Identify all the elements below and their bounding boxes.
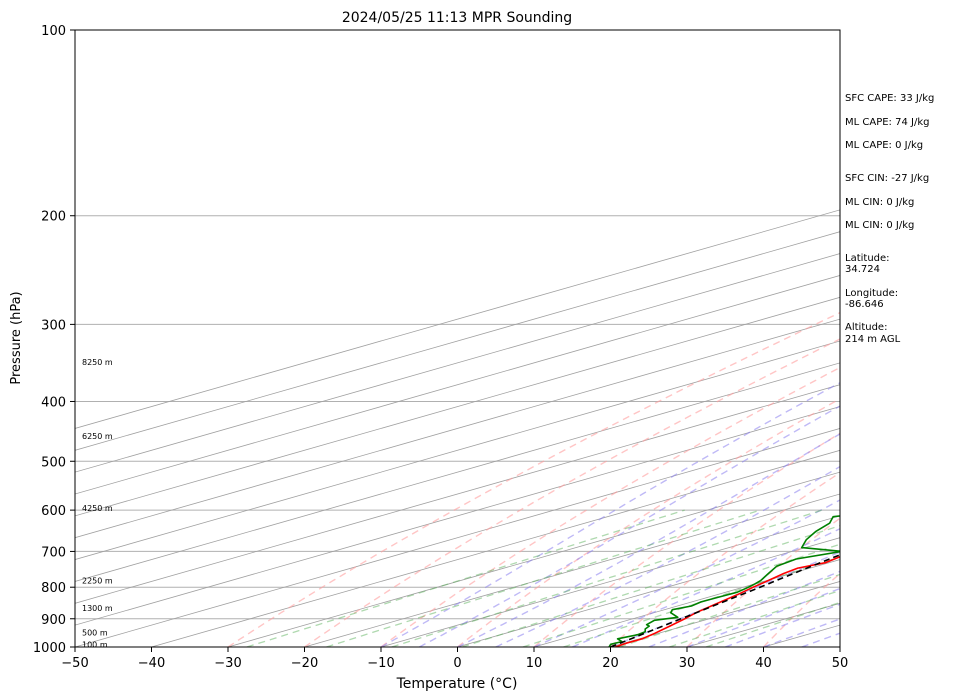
dry-adiabat: [457, 397, 840, 647]
y-tick-label: 900: [41, 613, 66, 628]
dry-adiabat: [227, 311, 840, 647]
x-tick-label: −40: [138, 656, 165, 671]
isotherm: [75, 384, 840, 604]
moist-adiabat: [457, 433, 840, 647]
dry-adiabat: [304, 338, 840, 647]
x-tick-label: 10: [526, 656, 543, 671]
isotherm: [75, 231, 840, 451]
mixing-ratio-line: [705, 601, 840, 647]
mixing-ratio-line: [462, 524, 840, 647]
x-tick-label: 0: [453, 656, 461, 671]
y-tick-label: 200: [41, 210, 66, 225]
dewpoint-line: [608, 515, 840, 647]
y-tick-label: 600: [41, 504, 66, 519]
isotherm: [75, 362, 840, 582]
height-label: 4250 m: [82, 504, 113, 513]
y-tick-label: 100: [41, 24, 66, 39]
height-label: 100 m: [82, 640, 108, 649]
isotherm: [75, 209, 840, 429]
moist-adiabat: [572, 527, 840, 647]
y-tick-label: 500: [41, 455, 66, 470]
sfc-cape-label: SFC CAPE: 33 J/kg: [845, 93, 935, 104]
height-label: 1300 m: [82, 604, 113, 613]
longitude-value: -86.646: [845, 299, 884, 310]
temperature-line: [614, 555, 840, 647]
isotherm: [75, 406, 840, 626]
x-tick-label: −50: [61, 656, 88, 671]
x-axis: −50 −40 −30 −20 −10 0 10 20 30 40 50: [61, 647, 848, 671]
height-label: 8250 m: [82, 358, 113, 367]
dry-adiabat: [380, 366, 840, 647]
background-lines: [75, 30, 840, 647]
mixing-ratio-line: [391, 509, 823, 647]
isotherm: [75, 275, 840, 495]
height-labels: 8250 m 6250 m 4250 m 2250 m 1300 m 500 m 100 m: [82, 358, 113, 649]
isotherm: [151, 449, 840, 647]
y-axis-label: Pressure (hPa): [9, 291, 24, 384]
latitude-value: 34.724: [845, 264, 880, 275]
isotherm: [75, 340, 840, 560]
ml-cin-label-1: ML CIN: 0 J/kg: [845, 197, 915, 208]
y-tick-label: 700: [41, 545, 66, 560]
moist-adiabat: [380, 381, 840, 647]
y-tick-label: 300: [41, 318, 66, 333]
series-layer: [608, 515, 840, 647]
plot-frame: [74, 29, 841, 648]
x-tick-label: −30: [214, 656, 241, 671]
y-tick-label: 1000: [33, 641, 66, 656]
mixing-ratio-line: [246, 509, 685, 647]
isotherm: [304, 493, 840, 647]
longitude-label: Longitude:: [845, 288, 899, 299]
isotherm: [380, 515, 840, 647]
isotherm: [75, 253, 840, 473]
mixing-ratio-line: [326, 509, 761, 647]
isotherm: [457, 537, 840, 647]
ml-cape-label-2: ML CAPE: 0 J/kg: [845, 140, 924, 151]
chart-title: 2024/05/25 11:13 MPR Sounding: [342, 10, 572, 26]
height-label: 500 m: [82, 629, 108, 638]
dry-adiabat: [686, 517, 840, 647]
altitude-value: 214 m AGL: [845, 334, 901, 345]
x-tick-label: 30: [679, 656, 696, 671]
height-label: 2250 m: [82, 576, 113, 585]
isotherm: [227, 471, 840, 647]
latitude-label: Latitude:: [845, 253, 890, 264]
x-tick-label: 50: [832, 656, 849, 671]
height-label: 6250 m: [82, 432, 113, 441]
altitude-label: Altitude:: [845, 322, 888, 333]
x-tick-label: 40: [755, 656, 772, 671]
isotherm: [75, 296, 840, 517]
ml-cin-label-2: ML CIN: 0 J/kg: [845, 220, 915, 231]
plot-area: 8250 m 6250 m 4250 m 2250 m 1300 m 500 m 100 m: [75, 30, 840, 649]
isotherm: [75, 318, 840, 539]
dry-adiabat: [610, 471, 840, 647]
dry-adiabat: [762, 572, 840, 647]
mixing-ratio-line: [522, 543, 840, 647]
ml-cape-label-1: ML CAPE: 74 J/kg: [845, 117, 930, 128]
x-tick-label: 20: [602, 656, 619, 671]
y-axis: 100 200 300 400 500 600 700 800 900 1000: [33, 24, 75, 656]
isotherm: [75, 428, 840, 647]
x-tick-label: −20: [291, 656, 318, 671]
x-axis-label: Temperature (°C): [396, 676, 518, 692]
moist-adiabat: [495, 465, 840, 647]
x-tick-label: −10: [367, 656, 394, 671]
sfc-cin-label: SFC CIN: -27 J/kg: [845, 173, 930, 184]
y-tick-label: 400: [41, 395, 66, 410]
y-tick-label: 800: [41, 581, 66, 596]
